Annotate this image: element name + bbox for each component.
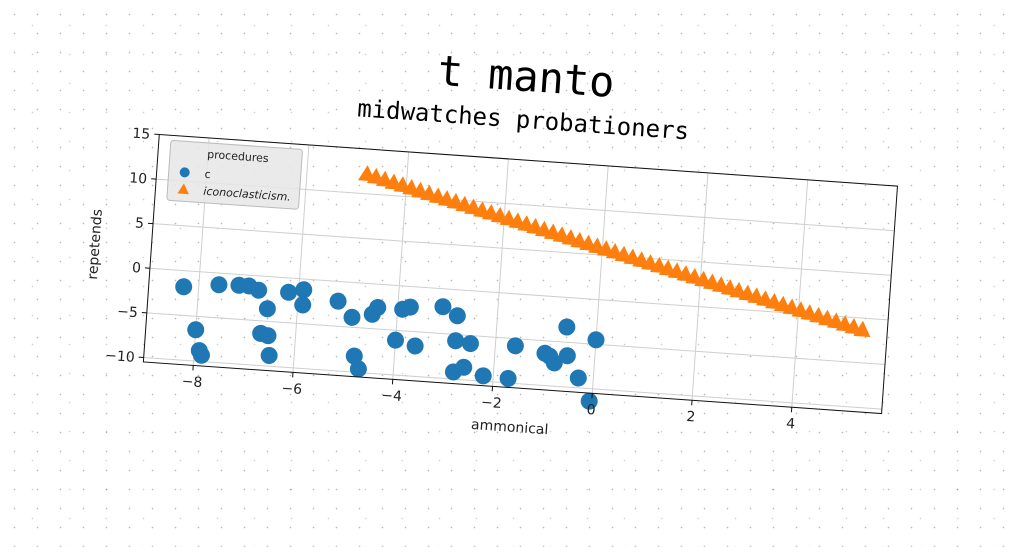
x-tick-label: 0 [586,402,596,419]
legend-label-c: c [204,168,211,181]
data-point-c [386,331,404,349]
x-tick-label: −4 [381,388,403,405]
data-point-c [569,369,587,387]
data-point-c [260,346,278,364]
y-tick-label: −10 [105,348,136,366]
data-point-c [406,337,424,355]
x-tick-label: −2 [480,395,502,412]
data-point-c [587,331,605,349]
y-tick-label: 5 [135,215,145,232]
data-point-c [295,281,313,299]
y-tick-label: 0 [131,260,141,277]
x-grid-line [792,180,808,407]
data-point-c [294,296,312,314]
y-tick-label: 15 [132,126,151,143]
y-grid-line [153,224,891,276]
data-point-c [175,278,193,296]
x-grid-line [592,166,608,393]
x-axis-label: ammonical [471,417,549,438]
legend: procedures c iconoclasticism. [167,140,303,209]
y-tick-label: −5 [117,304,139,321]
y-tick-label: 10 [129,170,148,187]
data-point-c [343,308,361,326]
x-tick-label: 2 [686,409,696,426]
x-tick-label: −8 [181,374,203,391]
data-point-c [258,300,276,318]
x-tick-label: 4 [786,416,796,433]
data-point-c [187,321,205,339]
data-point-c [558,318,576,336]
data-point-c [329,292,347,310]
data-point-c [280,283,298,301]
data-point-c [210,276,228,294]
y-axis-label: repetends [85,208,106,280]
x-grid-line [493,159,509,386]
data-point-c [461,334,479,352]
data-point-c [474,367,492,385]
data-point-c [499,369,517,387]
x-tick-label: −6 [281,381,303,398]
